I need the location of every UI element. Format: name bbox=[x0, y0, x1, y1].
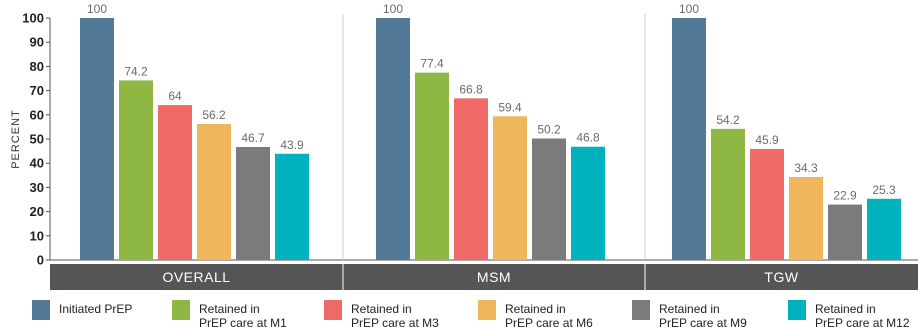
legend: Initiated PrEP Retained in PrEP care at M1… bbox=[32, 300, 910, 330]
legend-label: Retained in PrEP care at M9 bbox=[659, 302, 747, 330]
legend-label-line: PrEP care at M12 bbox=[815, 316, 910, 330]
bar bbox=[867, 198, 901, 260]
bar bbox=[789, 176, 823, 260]
legend-label-line: Retained in bbox=[815, 302, 876, 316]
bar-value-label: 100 bbox=[383, 2, 403, 16]
legend-swatch bbox=[324, 300, 342, 320]
bar bbox=[376, 18, 410, 260]
y-tick-label: 50 bbox=[30, 132, 44, 147]
bar bbox=[454, 98, 488, 261]
bar bbox=[158, 105, 192, 261]
bar-value-label: 54.2 bbox=[716, 113, 740, 127]
bar bbox=[532, 138, 566, 260]
legend-label-line: PrEP care at M1 bbox=[199, 316, 287, 330]
y-tick-label: 100 bbox=[22, 11, 44, 26]
bar-value-label: 59.4 bbox=[498, 100, 522, 114]
bar bbox=[415, 72, 449, 260]
bar bbox=[119, 80, 153, 260]
bar bbox=[236, 146, 270, 260]
legend-swatch bbox=[632, 300, 650, 320]
legend-label-line: Retained in bbox=[351, 302, 412, 316]
legend-swatch bbox=[788, 300, 806, 320]
category-label: MSM bbox=[477, 269, 511, 285]
legend-label-line: Retained in bbox=[659, 302, 720, 316]
bar bbox=[275, 153, 309, 260]
y-tick-label: 70 bbox=[30, 83, 44, 98]
bar-value-label: 74.2 bbox=[124, 64, 148, 78]
y-tick-label: 10 bbox=[30, 228, 44, 243]
bar-value-label: 64 bbox=[168, 89, 182, 103]
y-tick-label: 20 bbox=[30, 204, 44, 219]
legend-label-line: PrEP care at M9 bbox=[659, 316, 747, 330]
legend-label-line: Retained in bbox=[505, 302, 566, 316]
y-tick-label: 40 bbox=[30, 156, 44, 171]
bar-value-label: 66.8 bbox=[459, 82, 483, 96]
category-label: TGW bbox=[764, 269, 798, 285]
bar bbox=[750, 148, 784, 260]
category-band-bg bbox=[50, 264, 918, 290]
bar-value-label: 46.7 bbox=[241, 131, 265, 145]
y-tick-label: 90 bbox=[30, 35, 44, 50]
bar-value-label: 100 bbox=[679, 2, 699, 16]
bar-value-label: 22.9 bbox=[833, 189, 857, 203]
y-tick-label: 0 bbox=[37, 253, 44, 268]
bar-value-label: 56.2 bbox=[202, 108, 226, 122]
bar-value-label: 100 bbox=[87, 2, 107, 16]
bar bbox=[571, 146, 605, 260]
bar bbox=[828, 204, 862, 260]
y-tick-label: 30 bbox=[30, 180, 44, 195]
bars: 100 74.2 64 56.2 46.7 43.9 100 77.4 66.8 59.4 50.2… bbox=[80, 2, 901, 261]
bar-value-label: 77.4 bbox=[420, 57, 444, 71]
legend-label-line: Retained in bbox=[199, 302, 260, 316]
y-axis-title: PERCENT bbox=[10, 109, 22, 169]
legend-label: Initiated PrEP bbox=[59, 302, 132, 316]
bar-value-label: 45.9 bbox=[755, 133, 779, 147]
bar bbox=[80, 18, 114, 260]
legend-swatch bbox=[32, 300, 50, 320]
y-tick-label: 80 bbox=[30, 59, 44, 74]
category-label: OVERALL bbox=[162, 269, 230, 285]
bar-value-label: 43.9 bbox=[280, 138, 304, 152]
bar bbox=[672, 18, 706, 260]
bar bbox=[493, 116, 527, 260]
legend-label: Retained in PrEP care at M1 bbox=[199, 302, 287, 330]
legend-swatch bbox=[172, 300, 190, 320]
bar bbox=[197, 123, 231, 260]
bar-value-label: 50.2 bbox=[537, 123, 561, 137]
bar-value-label: 46.8 bbox=[576, 131, 600, 145]
bar-value-label: 25.3 bbox=[872, 183, 896, 197]
bar-value-label: 34.3 bbox=[794, 161, 818, 175]
legend-swatch bbox=[478, 300, 496, 320]
legend-label-line: Initiated PrEP bbox=[59, 302, 132, 316]
legend-label: Retained in PrEP care at M12 bbox=[815, 302, 910, 330]
bar bbox=[711, 128, 745, 260]
legend-label-line: PrEP care at M6 bbox=[505, 316, 593, 330]
legend-label-line: PrEP care at M3 bbox=[351, 316, 439, 330]
category-band: OVERALL MSM TGW bbox=[50, 264, 918, 290]
y-tick-label: 60 bbox=[30, 107, 44, 122]
legend-label: Retained in PrEP care at M6 bbox=[505, 302, 593, 330]
legend-label: Retained in PrEP care at M3 bbox=[351, 302, 439, 330]
